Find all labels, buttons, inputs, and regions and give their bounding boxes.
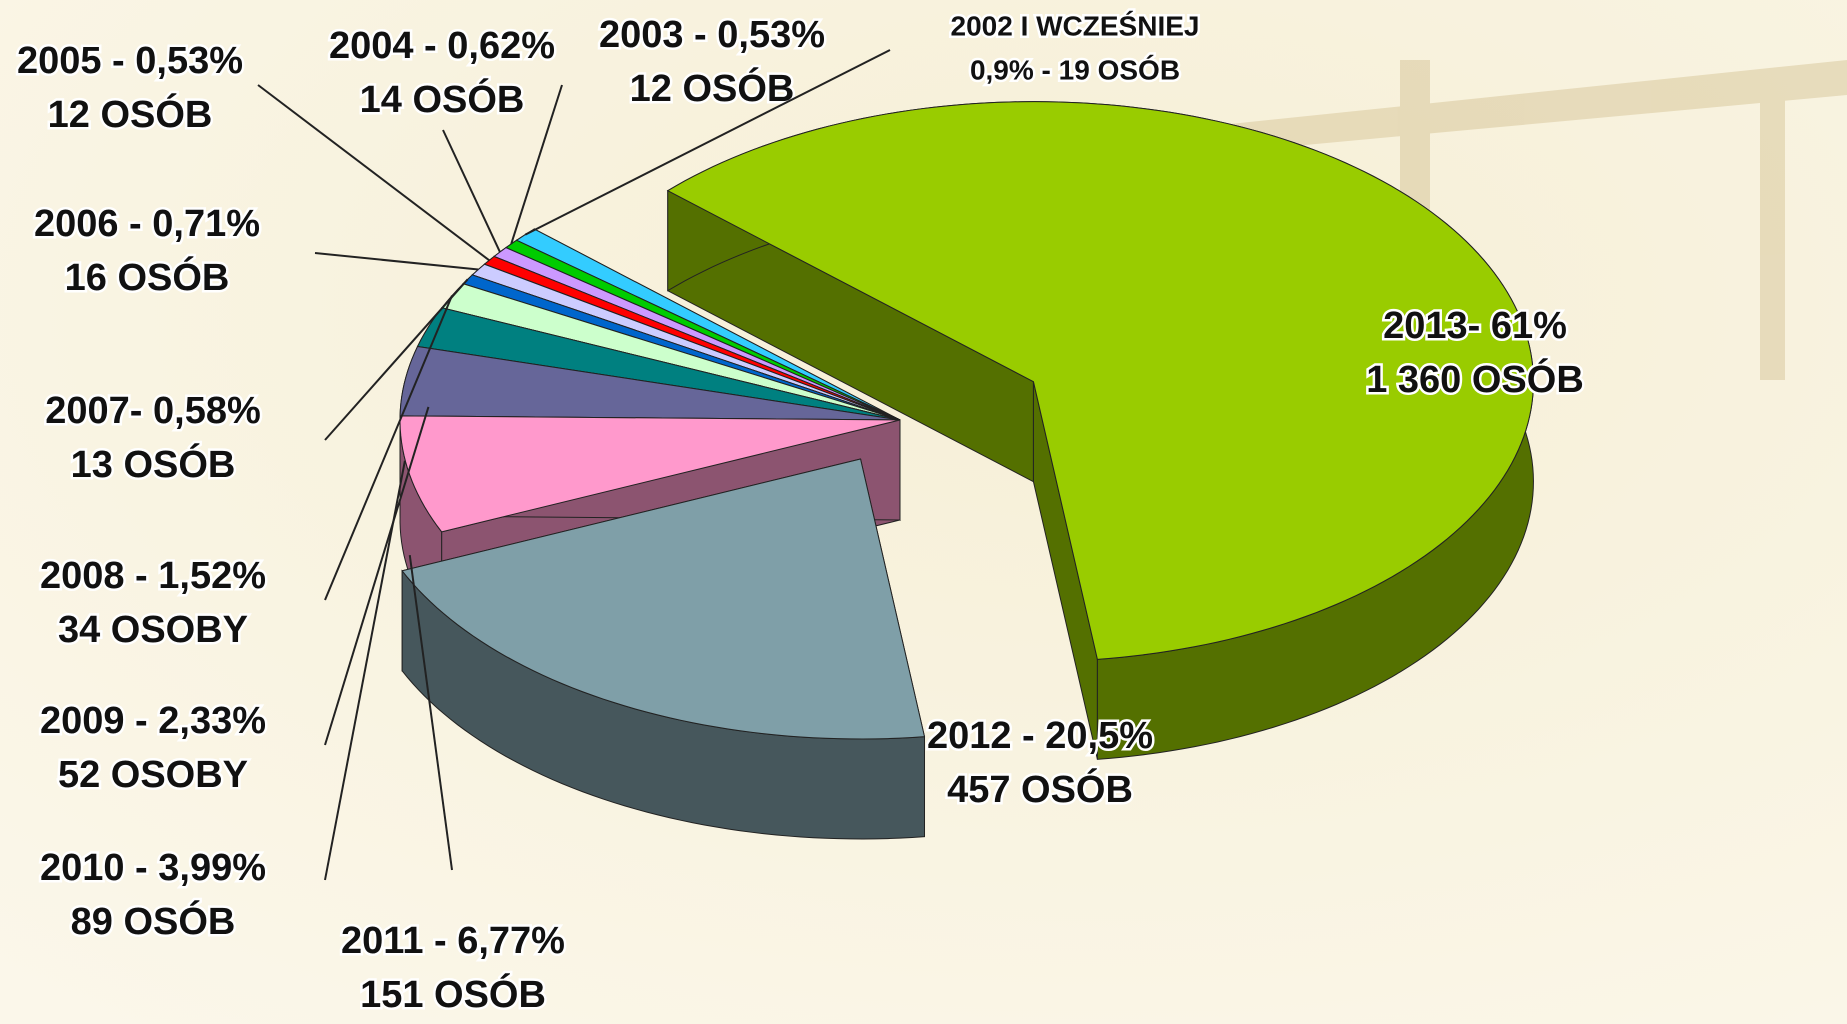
slice-label: 2005 - 0,53% [17,40,243,82]
slice-label: 2008 - 1,52% [40,555,266,597]
value-label: 0,9% - 19 OSÓB [970,54,1180,85]
slice-label: 2004 - 0,62% [329,25,555,67]
value-label: 12 OSÓB [48,92,213,136]
page: 2013- 61% 1 360 OSÓB 2012 - 20,5% 457 OSÓB 2… [0,0,1847,1024]
value-label: 16 OSÓB [65,255,230,299]
slice-label: 2007- 0,58% [45,390,261,432]
slice-label: 2006 - 0,71% [34,203,260,245]
value-label: 1 360 OSÓB [1366,357,1584,401]
slice-label: 2012 - 20,5% [927,715,1153,757]
slice-label: 2009 - 2,33% [40,700,266,742]
chart: 2013- 61% 1 360 OSÓB 2012 - 20,5% 457 OSÓB 2… [0,0,1847,1024]
value-label: 13 OSÓB [71,442,236,486]
slice-label: 2002 I WCZEŚNIEJ [951,10,1200,41]
value-label: 457 OSÓB [947,767,1133,811]
slice-label: 2003 - 0,53% [599,14,825,56]
value-label: 89 OSÓB [71,899,236,943]
value-label: 14 OSÓB [360,77,525,121]
value-label: 34 OSOBY [58,609,248,651]
value-label: 12 OSÓB [630,66,795,110]
value-label: 151 OSÓB [360,972,546,1016]
slice-label: 2011 - 6,77% [341,920,565,962]
value-label: 52 OSOBY [58,754,248,796]
slice-label: 2013- 61% [1383,305,1567,347]
slice-label: 2010 - 3,99% [40,847,266,889]
